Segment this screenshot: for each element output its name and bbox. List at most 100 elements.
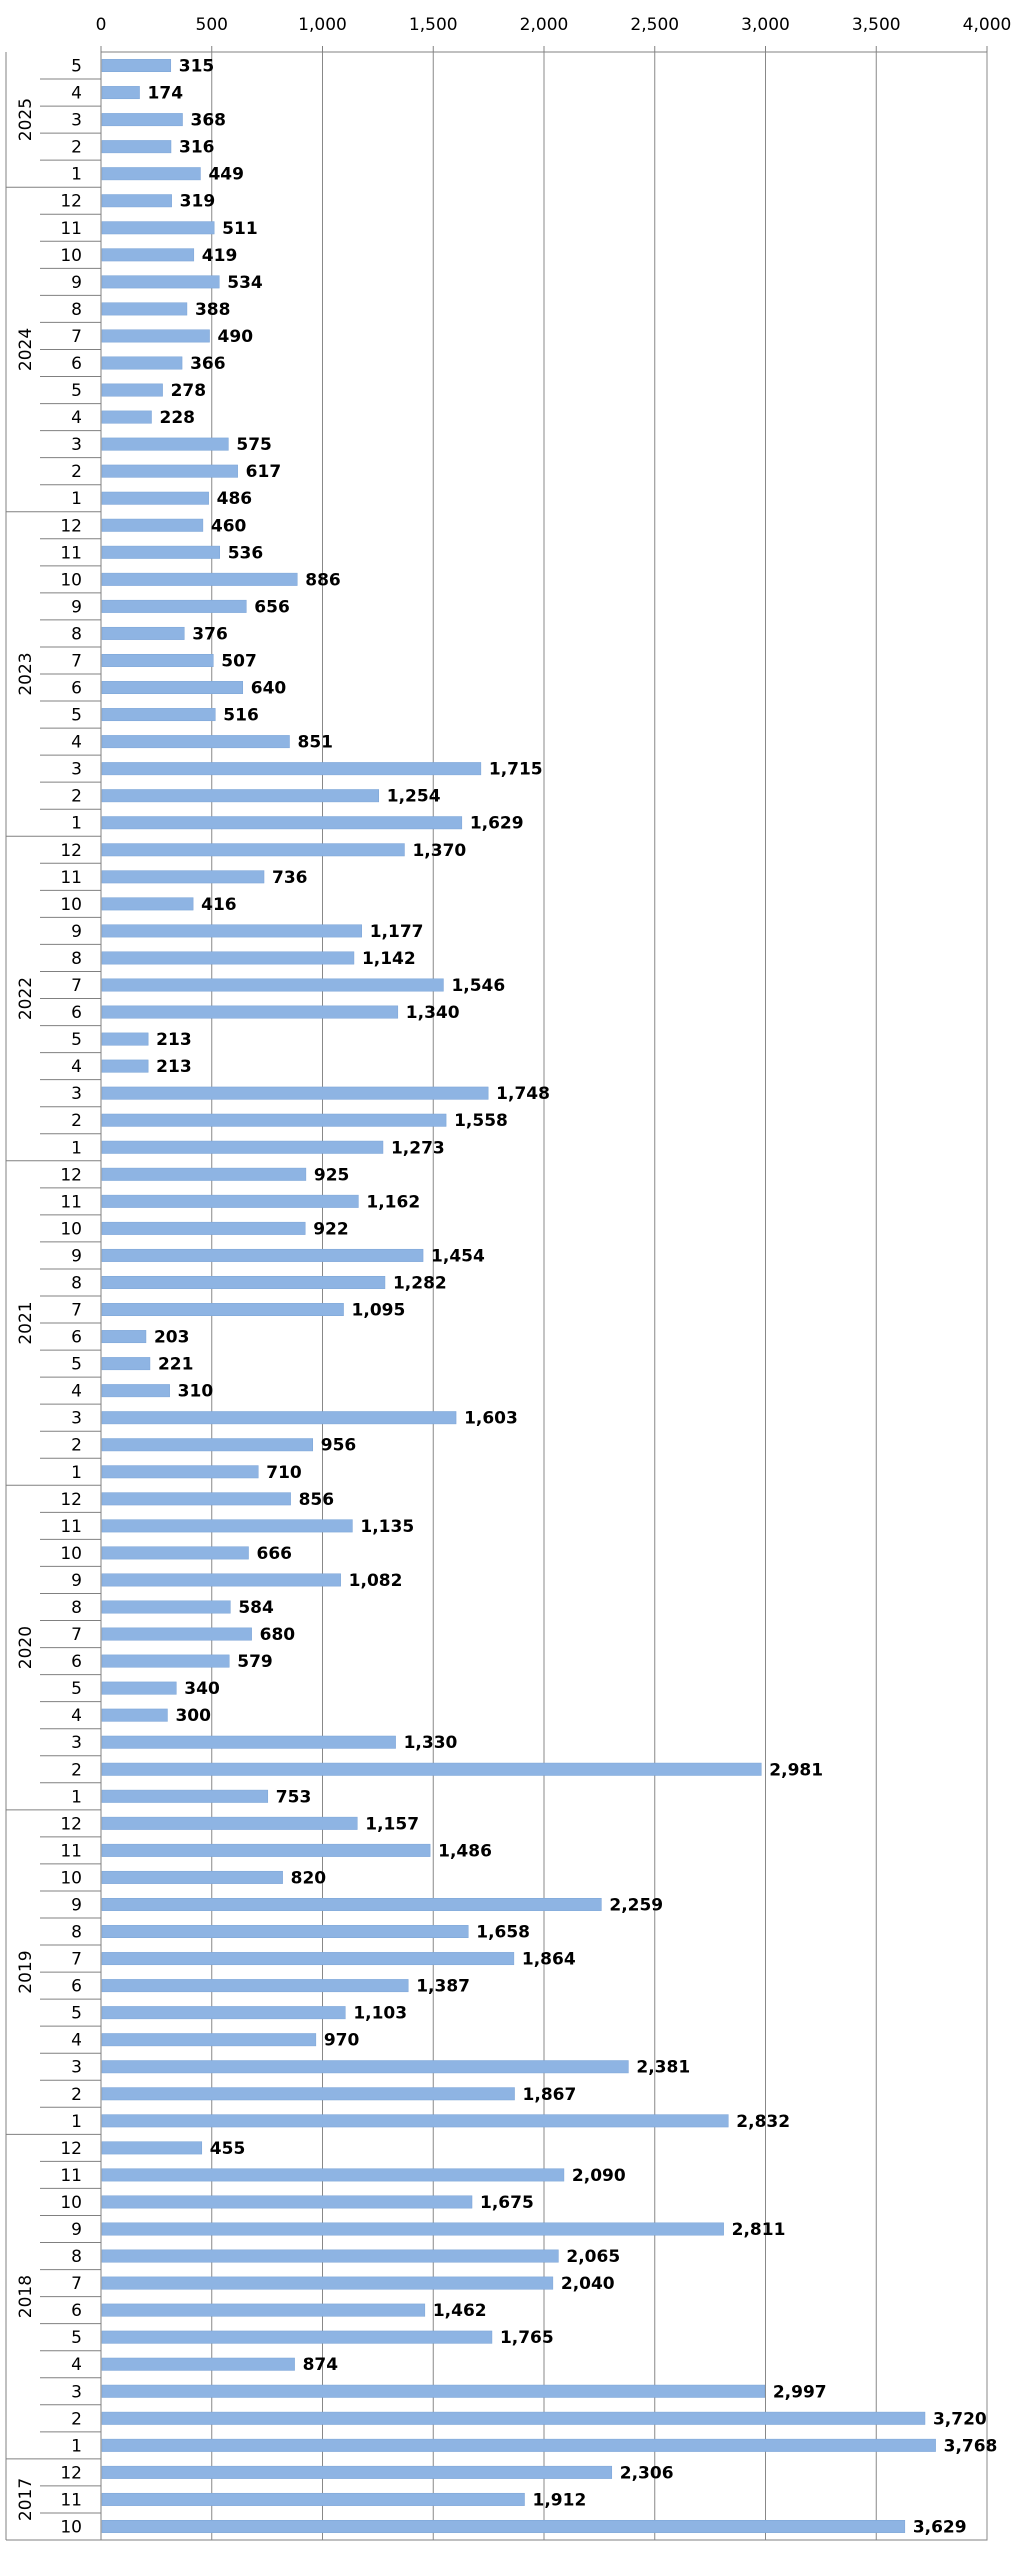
month-label: 4: [71, 2355, 82, 2375]
data-label: 874: [303, 2355, 339, 2375]
data-label: 922: [313, 1219, 349, 1239]
data-label: 1,546: [451, 976, 505, 996]
bar: [101, 654, 214, 667]
bar: [101, 140, 172, 154]
data-label: 1,254: [387, 787, 441, 807]
data-label: 2,090: [572, 2166, 626, 2186]
data-label: 1,135: [360, 1517, 414, 1537]
month-label: 11: [60, 2490, 82, 2510]
bar: [101, 2330, 493, 2344]
month-label: 1: [71, 489, 82, 509]
data-label: 419: [202, 246, 238, 266]
month-label: 12: [60, 1165, 82, 1185]
month-label: 10: [60, 2517, 82, 2537]
data-label: 366: [190, 354, 226, 374]
month-label: 12: [60, 841, 82, 861]
month-label: 5: [71, 381, 82, 401]
data-label: 579: [237, 1652, 273, 1672]
data-label: 1,282: [393, 1273, 447, 1293]
month-label: 6: [71, 1328, 82, 1348]
data-label: 1,330: [404, 1733, 458, 1753]
bar: [101, 329, 210, 343]
month-label: 7: [71, 1301, 82, 1321]
month-label: 8: [71, 1273, 82, 1293]
data-label: 736: [272, 868, 308, 888]
year-label: 2019: [16, 1950, 36, 1993]
month-label: 7: [71, 327, 82, 347]
month-label: 9: [71, 597, 82, 617]
data-label: 416: [201, 895, 237, 915]
bar: [101, 1654, 230, 1668]
bar: [101, 1465, 259, 1479]
data-label: 1,658: [476, 1923, 530, 1943]
data-label: 278: [171, 381, 207, 401]
bar: [101, 843, 405, 857]
bar: [101, 2195, 473, 2209]
bar: [101, 1140, 384, 1154]
data-label: 340: [184, 1679, 220, 1699]
bar: [101, 86, 140, 100]
bar: [101, 356, 183, 370]
data-label: 1,748: [496, 1084, 550, 1104]
month-label: 8: [71, 300, 82, 320]
data-label: 640: [251, 679, 287, 699]
bar: [101, 1330, 147, 1344]
bar: [101, 2492, 525, 2506]
data-label: 2,259: [609, 1895, 663, 1915]
month-label: 3: [71, 2382, 82, 2402]
data-label: 617: [246, 462, 282, 482]
bar: [101, 1248, 424, 1262]
data-label: 1,273: [391, 1138, 445, 1158]
month-label: 10: [60, 2193, 82, 2213]
bar: [101, 2222, 724, 2236]
month-label: 2: [71, 787, 82, 807]
data-label: 1,370: [412, 841, 466, 861]
bar: [101, 383, 163, 397]
bar: [101, 1925, 469, 1938]
bar: [101, 1113, 447, 1127]
month-label: 4: [71, 84, 82, 104]
data-label: 221: [158, 1355, 194, 1375]
bar: [101, 2384, 766, 2398]
month-label: 4: [71, 1382, 82, 1402]
data-label: 228: [160, 408, 196, 428]
bar: [101, 897, 194, 911]
month-label: 2: [71, 2409, 82, 2429]
month-label: 9: [71, 2220, 82, 2240]
month-label: 1: [71, 2436, 82, 2456]
bar: [101, 951, 355, 965]
data-label: 1,912: [533, 2490, 587, 2510]
data-label: 460: [211, 516, 247, 536]
bar: [101, 545, 220, 559]
data-label: 1,157: [365, 1814, 419, 1834]
bar: [101, 1032, 149, 1046]
bar: [101, 1303, 344, 1316]
month-label: 1: [71, 1138, 82, 1158]
month-label: 11: [60, 1841, 82, 1861]
bar: [101, 410, 152, 424]
data-label: 820: [291, 1868, 327, 1888]
month-label: 6: [71, 679, 82, 699]
bar: [101, 1843, 431, 1857]
bar: [101, 1735, 396, 1749]
month-label: 11: [60, 2166, 82, 2186]
month-label: 5: [71, 2328, 82, 2348]
bar: [101, 1762, 762, 1776]
data-label: 174: [148, 84, 184, 104]
data-label: 511: [222, 219, 258, 239]
data-label: 851: [297, 733, 333, 753]
data-label: 507: [221, 651, 257, 671]
bar: [101, 1708, 168, 1722]
bar: [101, 978, 444, 992]
bar: [101, 1221, 306, 1235]
year-label: 2017: [16, 2478, 36, 2521]
data-label: 1,454: [431, 1246, 485, 1266]
month-label: 8: [71, 1598, 82, 1618]
data-label: 710: [266, 1463, 302, 1483]
bar: [101, 2411, 926, 2425]
data-label: 203: [154, 1328, 190, 1348]
bar: [101, 2520, 906, 2533]
bar: [101, 2087, 515, 2101]
